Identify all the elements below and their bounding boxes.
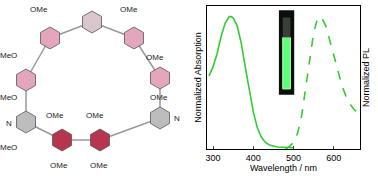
svg-text:N: N	[174, 114, 180, 123]
svg-text:500: 500	[286, 153, 301, 163]
svg-text:600: 600	[326, 153, 341, 163]
svg-text:OMe: OMe	[146, 53, 164, 62]
svg-text:OMe: OMe	[90, 161, 108, 170]
svg-text:Normalized PL: Normalized PL	[361, 48, 371, 107]
svg-text:300: 300	[206, 153, 221, 163]
svg-text:OMe: OMe	[50, 161, 68, 170]
svg-text:OMe: OMe	[30, 5, 48, 14]
svg-text:OMe: OMe	[120, 5, 138, 14]
svg-text:OMe: OMe	[86, 111, 104, 120]
svg-text:400: 400	[246, 153, 261, 163]
svg-text:Normalized Absorption: Normalized Absorption	[193, 32, 203, 123]
svg-text:Wavelength / nm: Wavelength / nm	[250, 163, 317, 173]
svg-text:N: N	[6, 119, 12, 128]
svg-text:OMe: OMe	[150, 93, 168, 102]
svg-text:MeO: MeO	[0, 93, 17, 102]
svg-text:OMe: OMe	[46, 111, 64, 120]
svg-text:MeO: MeO	[0, 51, 17, 60]
svg-text:MeO: MeO	[0, 143, 17, 152]
